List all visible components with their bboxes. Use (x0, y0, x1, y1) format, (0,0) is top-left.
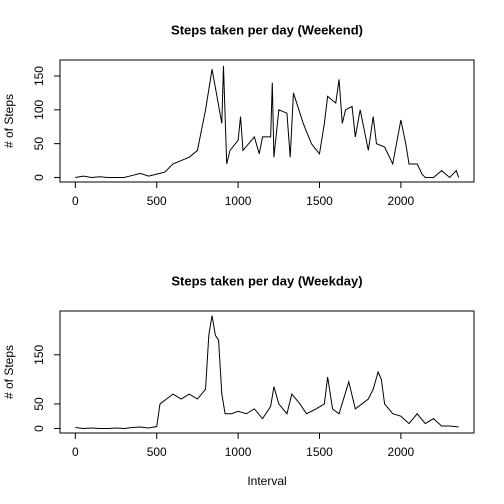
x-tick-label: 500 (147, 194, 167, 208)
x-axis-label: Interval (247, 474, 286, 488)
y-tick-label: 150 (32, 66, 46, 86)
y-tick-label: 0 (32, 174, 46, 181)
chart-title: Steps taken per day (Weekday) (171, 273, 362, 288)
y-tick-label: 100 (32, 100, 46, 120)
y-axis-label: # of Steps (2, 94, 16, 148)
y-axis-label: # of Steps (2, 345, 16, 399)
data-line (75, 315, 459, 429)
x-tick-label: 1500 (306, 445, 333, 459)
plot-box (59, 59, 475, 183)
data-line (75, 65, 460, 179)
x-tick-label: 2000 (388, 194, 415, 208)
x-tick-label: 2000 (388, 445, 415, 459)
x-tick-label: 1000 (225, 445, 252, 459)
x-tick-label: 1000 (225, 194, 252, 208)
y-tick-label: 150 (32, 344, 46, 364)
y-tick-label: 50 (32, 397, 46, 411)
y-tick-label: 0 (32, 425, 46, 432)
x-tick-label: 0 (72, 194, 79, 208)
chart-title: Steps taken per day (Weekend) (171, 22, 363, 37)
x-tick-label: 0 (72, 445, 79, 459)
x-tick-label: 500 (147, 445, 167, 459)
y-tick-label: 50 (32, 137, 46, 151)
x-tick-label: 1500 (306, 194, 333, 208)
plot-box (59, 310, 475, 434)
